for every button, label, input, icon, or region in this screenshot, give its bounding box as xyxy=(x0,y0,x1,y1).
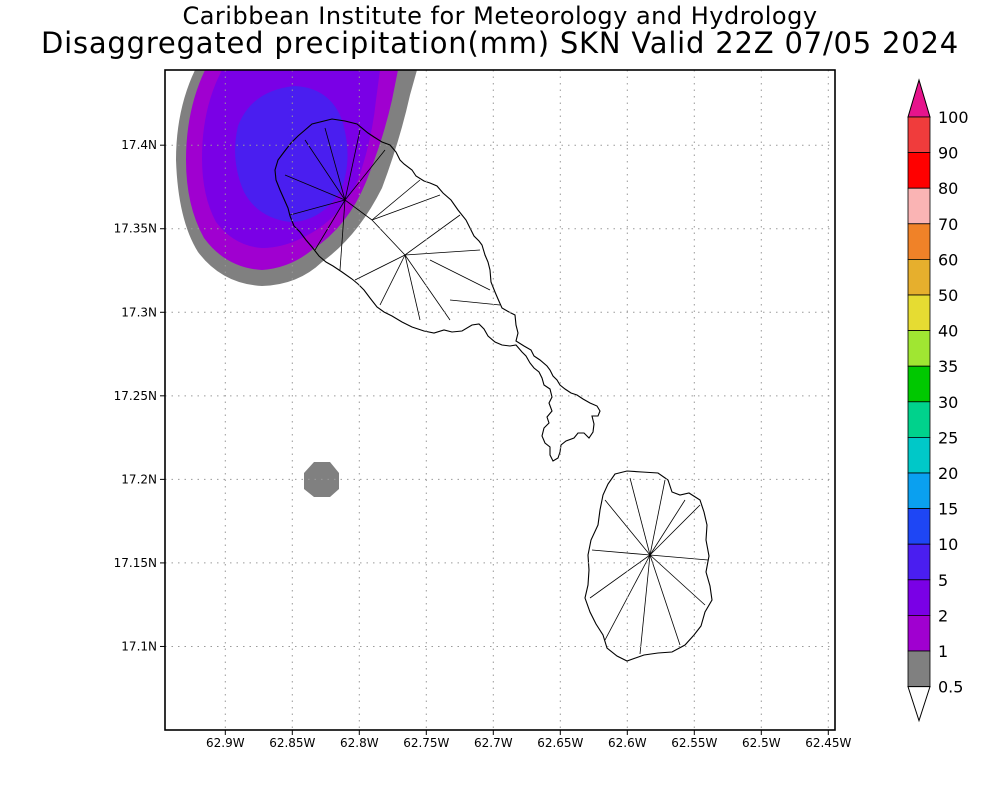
map-title-product: Disaggregated precipitation(mm) SKN Vali… xyxy=(40,26,960,60)
colorbar-swatch xyxy=(907,436,931,474)
colorbar-label: 0.5 xyxy=(938,678,963,697)
colorbar-swatch xyxy=(907,330,931,367)
colorbar-label: 40 xyxy=(938,322,958,341)
lon-tick-label: 62.65W xyxy=(537,736,583,750)
colorbar-swatch xyxy=(907,365,931,403)
colorbar-label: 70 xyxy=(938,215,958,234)
lat-tick-label: 17.1N xyxy=(121,639,157,653)
colorbar-swatch xyxy=(907,294,931,331)
colorbar-label: 35 xyxy=(938,357,958,376)
map-title-institute: Caribbean Institute for Meteorology and … xyxy=(182,2,818,30)
colorbar-swatch xyxy=(907,116,931,153)
lon-tick-label: 62.85W xyxy=(269,736,315,750)
colorbar-label: 80 xyxy=(938,179,958,198)
st-kitts-island xyxy=(274,118,601,462)
colorbar-label: 10 xyxy=(938,535,958,554)
precip-contour-5mm xyxy=(235,86,348,222)
lon-tick-label: 62.5W xyxy=(742,736,781,750)
colorbar-swatch xyxy=(907,615,931,652)
longitude-labels: 62.9W 62.85W 62.8W 62.75W 62.7W 62.65W 62.6W 62… xyxy=(206,736,852,750)
lon-tick-label: 62.8W xyxy=(340,736,379,750)
colorbar-label: 20 xyxy=(938,464,958,483)
colorbar-label: 90 xyxy=(938,144,958,163)
colorbar-swatch xyxy=(907,508,931,545)
lon-tick-label: 62.55W xyxy=(671,736,717,750)
lon-tick-label: 62.6W xyxy=(608,736,647,750)
colorbar-label: 2 xyxy=(938,606,948,625)
st-kitts-coastline xyxy=(274,118,601,462)
latitude-labels: 17.1N 17.15N 17.2N 17.25N 17.3N 17.35N 17.4N xyxy=(114,138,157,653)
colorbar-label: 1 xyxy=(938,642,948,661)
colorbar-swatch xyxy=(907,223,931,260)
st-kitts-drainage-lines xyxy=(284,127,501,321)
lat-tick-label: 17.35N xyxy=(114,222,157,236)
lon-tick-label: 62.45W xyxy=(805,736,851,750)
map-gridlines xyxy=(165,70,835,730)
colorbar-label: 5 xyxy=(938,571,948,590)
colorbar-swatch xyxy=(907,579,931,616)
nevis-coastline xyxy=(584,470,713,662)
lat-tick-label: 17.2N xyxy=(121,472,157,486)
lat-tick-label: 17.15N xyxy=(114,556,157,570)
lat-tick-label: 17.25N xyxy=(114,389,157,403)
lat-tick-label: 17.4N xyxy=(121,138,157,152)
colorbar-label: 30 xyxy=(938,393,958,412)
colorbar-swatch xyxy=(907,543,931,581)
colorbar-swatch xyxy=(907,187,931,225)
lon-tick-label: 62.75W xyxy=(403,736,449,750)
colorbar-swatch xyxy=(907,152,931,189)
colorbar-label: 100 xyxy=(938,108,969,127)
colorbar-swatch xyxy=(907,472,931,509)
axis-ticks xyxy=(160,144,829,735)
lat-tick-label: 17.3N xyxy=(121,305,157,319)
colorbar-label: 60 xyxy=(938,250,958,269)
colorbar-label: 50 xyxy=(938,286,958,305)
colorbar-label: 15 xyxy=(938,500,958,519)
lon-tick-label: 62.7W xyxy=(474,736,513,750)
colorbar-swatch xyxy=(907,258,931,296)
colorbar-top-arrow xyxy=(907,78,931,118)
colorbar-label: 25 xyxy=(938,428,958,447)
plot-frame xyxy=(164,69,836,731)
colorbar-bottom-arrow xyxy=(907,686,931,723)
lon-tick-label: 62.9W xyxy=(206,736,245,750)
colorbar-swatch xyxy=(907,401,931,438)
colorbar-swatch xyxy=(907,650,931,687)
